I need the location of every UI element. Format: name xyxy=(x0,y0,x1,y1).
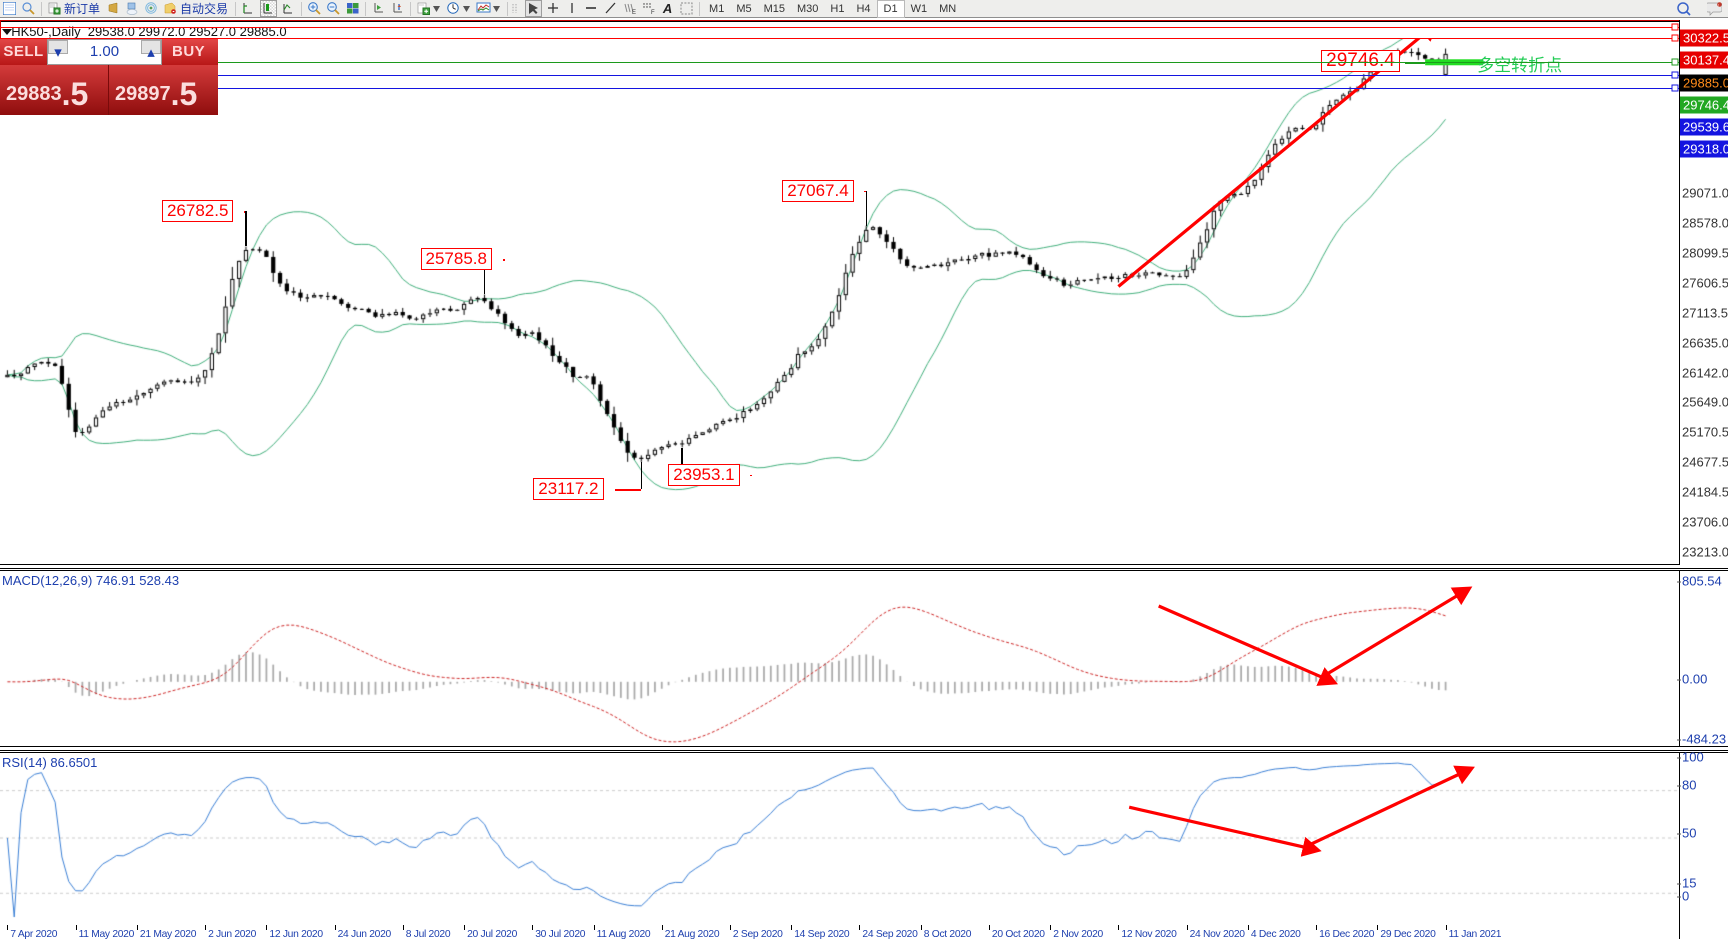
svg-text:E: E xyxy=(632,10,636,15)
svg-text:!: ! xyxy=(1718,2,1719,7)
svg-text:F: F xyxy=(651,10,655,15)
